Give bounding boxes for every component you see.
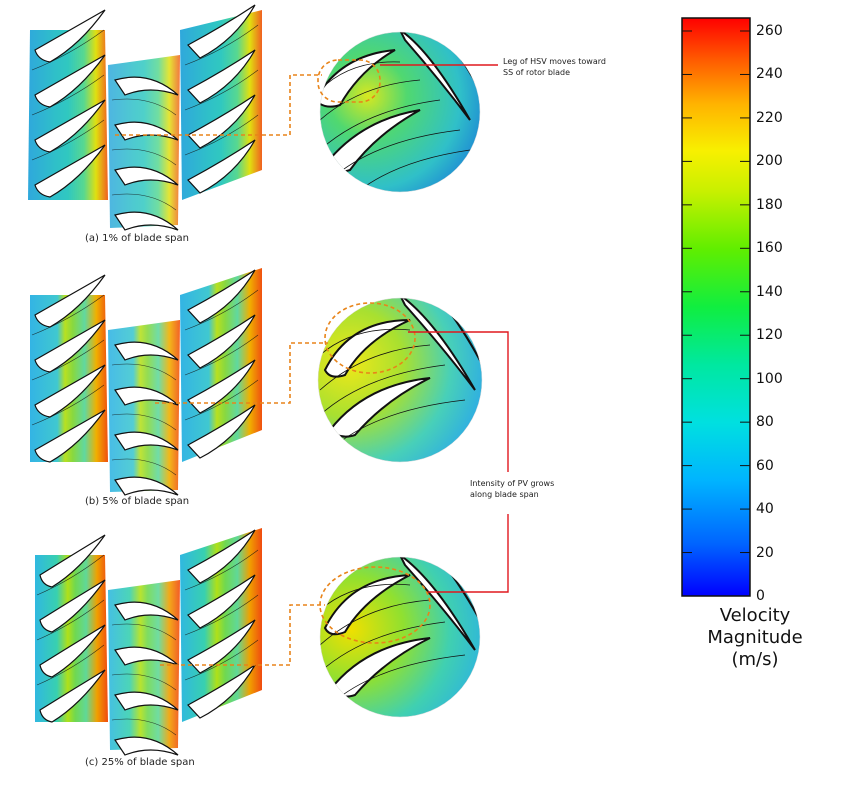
panel-c-cascade (35, 528, 262, 756)
panel-c-zoom (320, 557, 480, 717)
colorbar-tick-label: 40 (756, 501, 774, 518)
colorbar-tick-label: 240 (756, 66, 783, 83)
panel-b-zoom (318, 298, 482, 462)
callout-lines (115, 59, 431, 666)
colorbar-legend: 260 240 220 200 180 160 140 120 100 80 60 40 20 0 Vel… (660, 10, 840, 680)
panel-b-cascade (30, 268, 262, 496)
colorbar (681, 17, 751, 597)
colorbar-tick-label: 180 (756, 196, 783, 213)
colorbar-tick-label: 160 (756, 240, 783, 257)
colorbar-title: Velocity Magnitude (m/s) (707, 605, 803, 670)
colorbar-tick-label: 200 (756, 153, 783, 170)
annotation-lines (380, 64, 509, 593)
colorbar-tick-label: 60 (756, 457, 774, 474)
annotation-pv-intensity: Intensity of PV grows along blade span (470, 479, 555, 499)
panel-a-cascade (28, 4, 262, 231)
colorbar-tick-label: 220 (756, 109, 783, 126)
colorbar-tick-label: 80 (756, 414, 774, 431)
colorbar-tick-label: 260 (756, 23, 783, 39)
colorbar-tick-label: 140 (756, 283, 783, 300)
caption-panel-c: (c) 25% of blade span (85, 757, 195, 768)
caption-panel-a: (a) 1% of blade span (85, 233, 189, 244)
annotation-hsv-leg: Leg of HSV moves toward SS of rotor blad… (503, 57, 606, 77)
caption-panel-b: (b) 5% of blade span (85, 496, 190, 507)
colorbar-tick-label: 0 (756, 588, 765, 604)
colorbar-tick-label: 100 (756, 370, 783, 387)
colorbar-tick-label: 20 (756, 544, 774, 561)
colorbar-tick-label: 120 (756, 327, 783, 344)
panel-a-zoom (320, 32, 480, 192)
